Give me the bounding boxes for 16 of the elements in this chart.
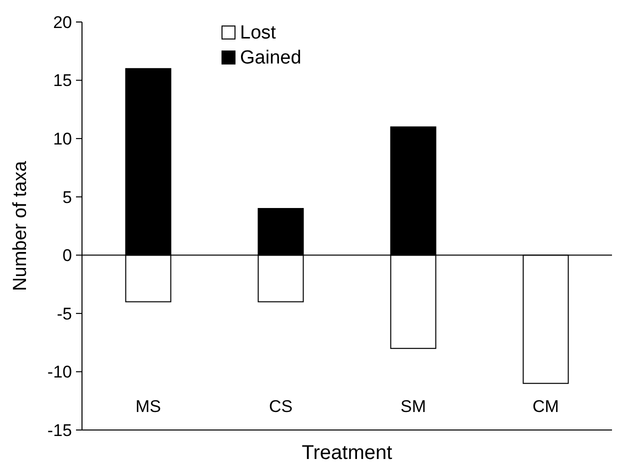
x-tick-label: SM — [400, 397, 426, 416]
y-tick-label: 10 — [53, 130, 72, 149]
x-tick-label: CS — [268, 397, 293, 416]
legend-label: Gained — [240, 48, 302, 69]
y-tick-label: 20 — [53, 12, 72, 32]
y-axis-title: Number of taxa — [10, 160, 31, 291]
y-tick-label: -10 — [47, 362, 72, 382]
x-tick-label: CM — [532, 397, 559, 416]
x-axis-title: Treatment — [302, 442, 393, 464]
y-tick-label: 15 — [53, 71, 72, 90]
y-tick-label: -5 — [56, 304, 72, 324]
y-tick-label: 5 — [62, 188, 72, 207]
y-tick-label: 0 — [62, 246, 72, 266]
x-tick-label: MS — [136, 397, 161, 416]
y-tick-label: -15 — [47, 420, 72, 440]
legend-label: Lost — [240, 22, 277, 44]
